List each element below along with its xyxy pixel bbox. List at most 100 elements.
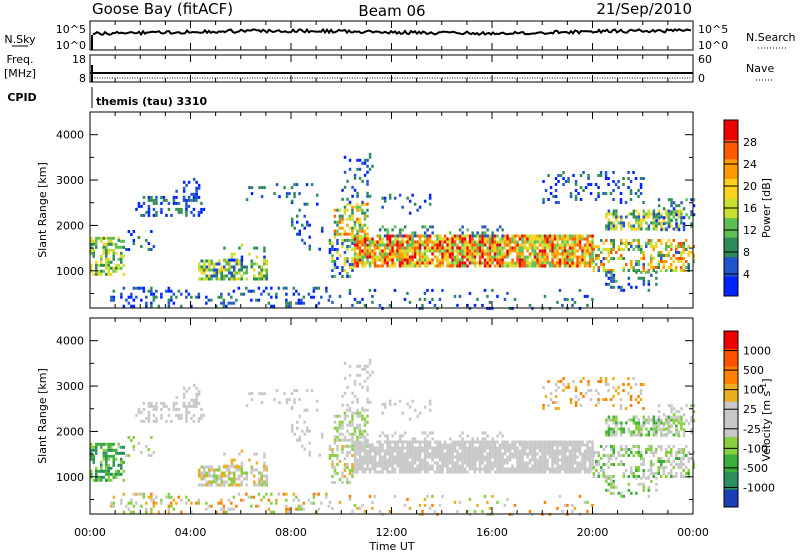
velocity-cell	[92, 460, 95, 464]
power-cell	[416, 208, 419, 212]
velocity-cell	[388, 509, 392, 513]
power-cell	[587, 183, 590, 186]
velocity-cell	[561, 452, 564, 456]
velocity-cell	[403, 503, 407, 507]
velocity-cell	[235, 483, 238, 487]
velocity-cell	[418, 411, 422, 415]
power-cell	[338, 217, 342, 221]
velocity-cell	[371, 506, 374, 510]
power-cell	[566, 237, 569, 241]
power-cell	[200, 268, 203, 272]
power-cell	[363, 240, 367, 244]
velocity-colorbar-label-sup: -1	[759, 383, 768, 391]
power-cell	[675, 222, 678, 226]
power-cell	[610, 273, 613, 277]
velocity-cell	[428, 455, 432, 459]
power-cell	[501, 252, 504, 256]
velocity-cell	[215, 483, 218, 487]
power-cell	[619, 198, 623, 201]
power-cell	[263, 258, 266, 262]
power-cell	[549, 186, 553, 189]
velocity-cell	[333, 420, 337, 424]
power-cell	[411, 264, 414, 268]
power-cell	[307, 292, 311, 296]
velocity-cell	[602, 475, 605, 478]
power-cell	[541, 255, 544, 259]
power-cell	[423, 255, 427, 259]
power-cell	[406, 258, 409, 262]
velocity-cell	[107, 442, 110, 446]
power-cell	[498, 243, 502, 247]
velocity-cell	[358, 467, 362, 471]
power-cell	[107, 260, 110, 264]
power-cell	[393, 234, 397, 238]
power-cell	[576, 249, 579, 253]
power-cell	[413, 234, 417, 238]
velocity-cell	[203, 468, 206, 472]
power-cell	[127, 301, 131, 305]
velocity-cell	[667, 419, 671, 423]
freq-tick-high: 18	[72, 53, 86, 66]
velocity-cell	[579, 392, 583, 395]
power-cell	[341, 197, 344, 201]
power-cell	[546, 243, 549, 247]
velocity-cell	[533, 458, 537, 462]
velocity-cell	[670, 410, 673, 414]
power-cell	[594, 183, 598, 186]
velocity-cell	[640, 433, 643, 437]
velocity-cell	[368, 446, 372, 450]
velocity-cell	[446, 464, 449, 468]
power-cell	[528, 261, 532, 265]
power-cell	[468, 243, 472, 247]
velocity-cell	[451, 458, 454, 462]
power-cell	[620, 248, 623, 251]
power-cell	[665, 260, 668, 263]
power-cell	[117, 257, 120, 261]
velocity-cell	[558, 449, 562, 453]
velocity-cell	[371, 461, 374, 465]
power-cell	[393, 237, 397, 241]
velocity-cell	[135, 492, 138, 496]
velocity-cell	[446, 452, 449, 456]
power-cell	[657, 239, 660, 242]
velocity-cell	[630, 451, 633, 454]
power-cell	[483, 243, 487, 247]
power-cell	[526, 261, 529, 265]
velocity-cell	[366, 440, 369, 444]
freq-tick-low: 8	[79, 72, 86, 85]
velocity-cell	[238, 474, 241, 478]
velocity-cell	[486, 443, 489, 447]
power-cell	[518, 252, 522, 256]
velocity-cell	[468, 452, 472, 456]
velocity-cell	[398, 434, 402, 438]
power-cell	[647, 227, 651, 231]
velocity-cell	[190, 510, 193, 514]
velocity-cell	[210, 465, 213, 469]
power-cell	[296, 220, 299, 224]
velocity-cell	[533, 455, 537, 459]
velocity-cell	[205, 474, 208, 478]
power-cell	[627, 212, 631, 216]
velocity-cell	[396, 461, 399, 465]
power-cell	[553, 237, 557, 241]
velocity-cell	[458, 458, 462, 462]
power-cell	[265, 259, 268, 263]
velocity-cell	[491, 449, 494, 453]
velocity-cell	[501, 464, 504, 468]
power-cell	[273, 192, 276, 196]
power-cell	[441, 249, 444, 253]
power-cell	[463, 264, 467, 268]
power-cell	[483, 288, 487, 292]
power-cell	[346, 232, 349, 236]
power-cell	[235, 262, 238, 266]
power-cell	[647, 269, 650, 272]
power-cell	[356, 246, 359, 250]
velocity-cell	[516, 455, 519, 459]
power-cell	[373, 246, 377, 250]
velocity-cell	[338, 438, 342, 442]
power-cell	[338, 220, 342, 224]
velocity-cell	[506, 443, 509, 447]
power-cell	[346, 208, 349, 212]
power-cell	[558, 234, 562, 238]
